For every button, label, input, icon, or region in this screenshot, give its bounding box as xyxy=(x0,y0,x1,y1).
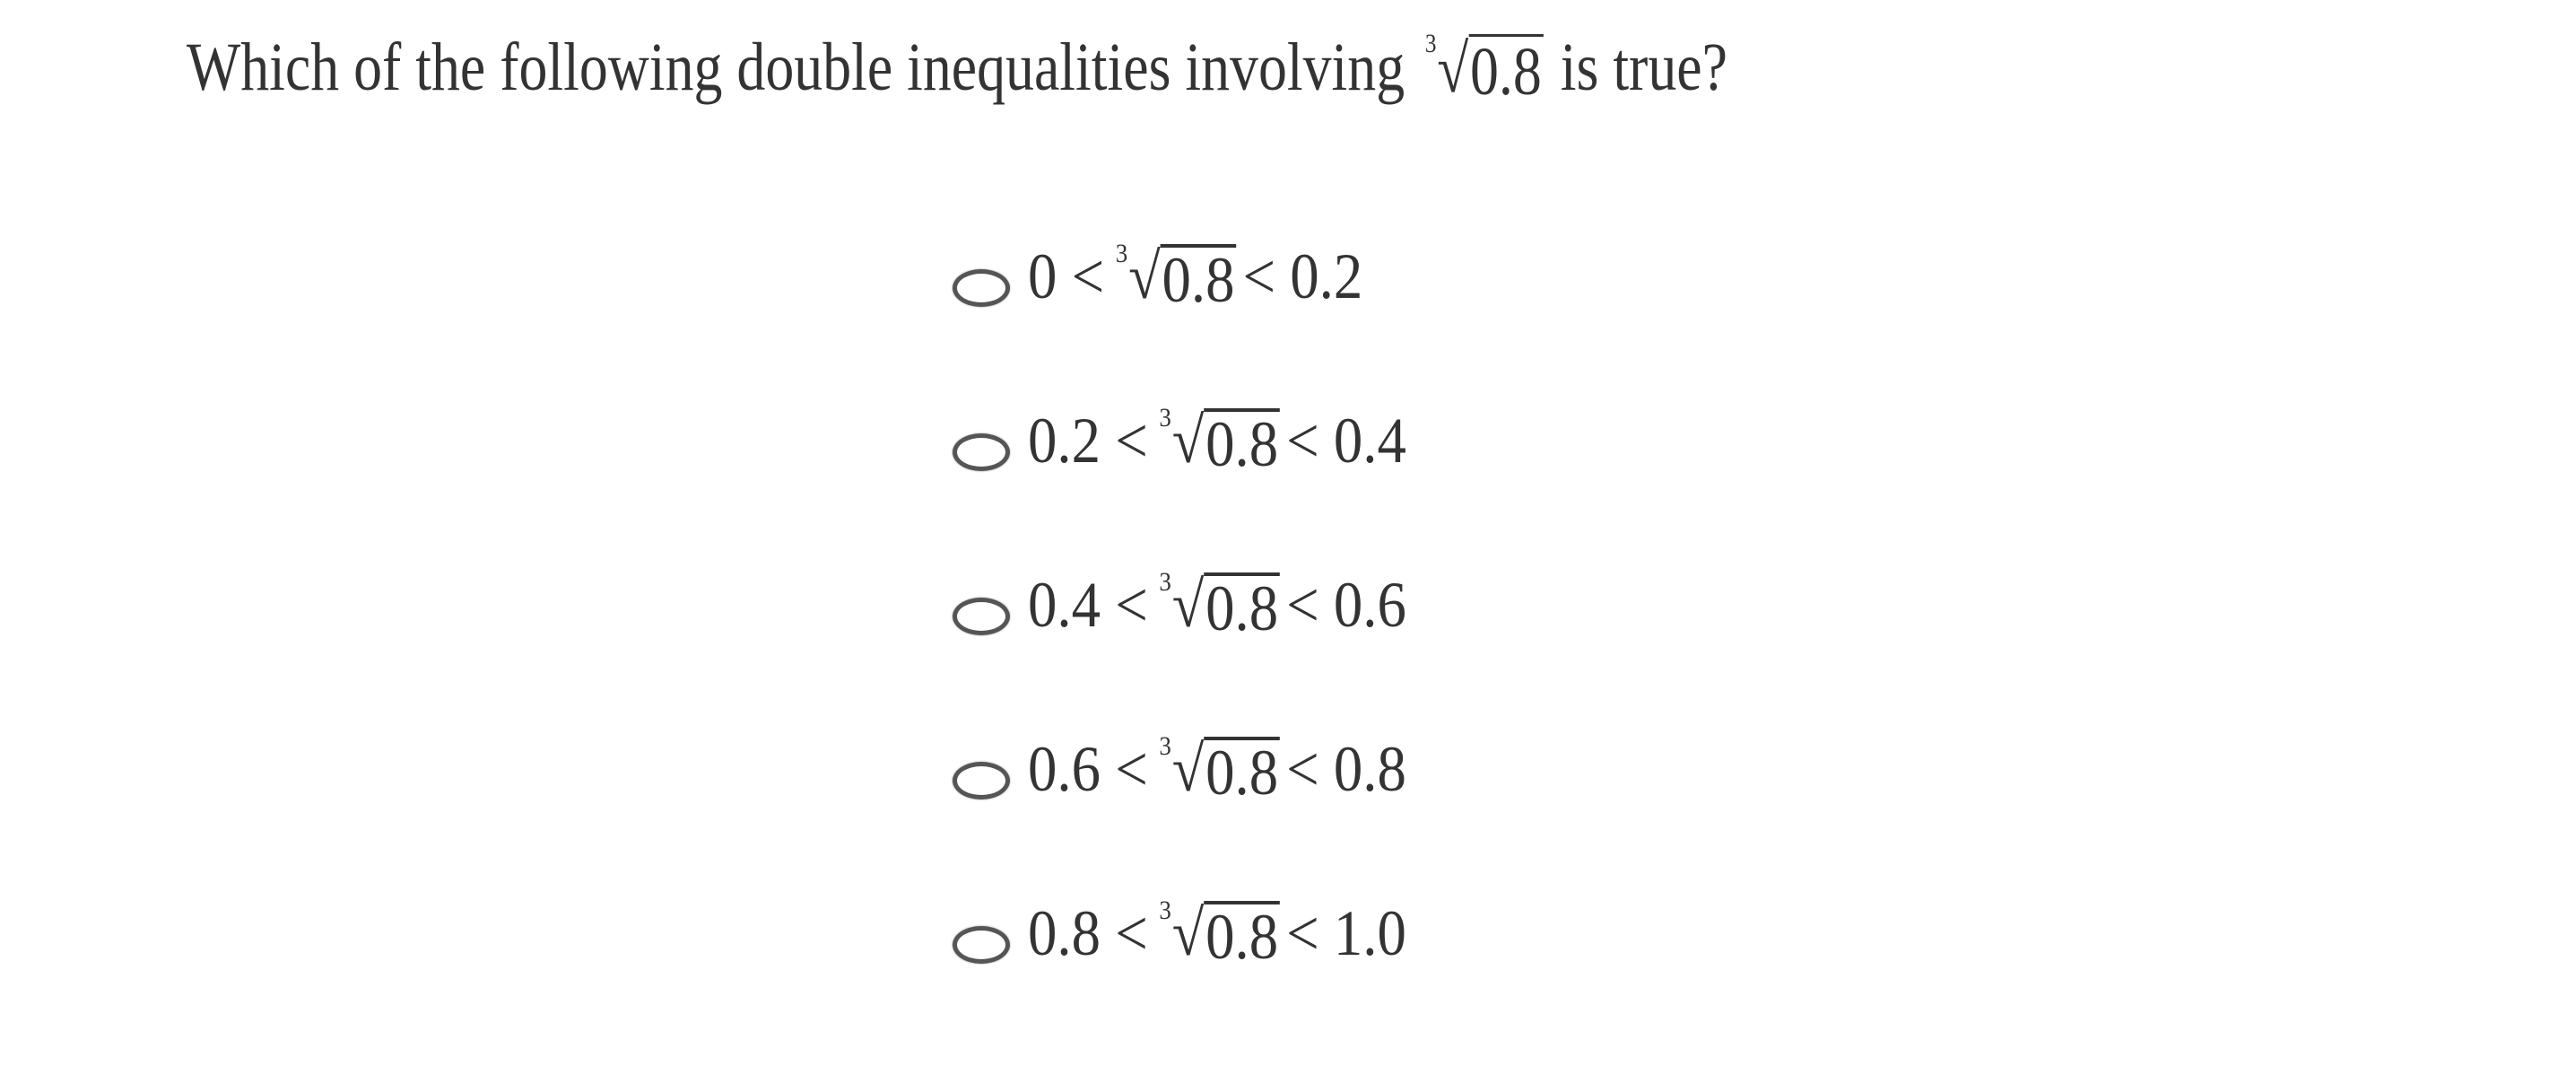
radio-button[interactable] xyxy=(953,598,1010,635)
root-index: 3 xyxy=(1159,403,1171,433)
option-right: < 0.4 xyxy=(1286,405,1406,476)
answer-option[interactable]: 0.8 <3 √ 0.8 < 1.0 xyxy=(953,897,1449,969)
answer-option[interactable]: 0.6 <3 √ 0.8 < 0.8 xyxy=(953,733,1449,805)
question-text: Which of the following double inequaliti… xyxy=(187,27,1727,108)
cube-root: 3 √ 0.8 xyxy=(1159,569,1280,641)
radical-sign: √ xyxy=(1171,405,1205,476)
question-suffix: is true? xyxy=(1560,30,1727,105)
radio-button[interactable] xyxy=(953,269,1010,307)
radical-sign: √ xyxy=(1128,240,1161,312)
radicand: 0.8 xyxy=(1160,244,1237,316)
root-index: 3 xyxy=(1159,731,1171,761)
radical-sign: √ xyxy=(1171,569,1205,641)
radicand: 0.8 xyxy=(1204,901,1280,973)
cube-root: 3 √ 0.8 xyxy=(1159,733,1280,805)
radicand: 0.8 xyxy=(1204,408,1280,480)
option-expression: 0.2 <3 √ 0.8 < 0.4 xyxy=(1028,405,1406,477)
option-expression: 0 <3 √ 0.8 < 0.2 xyxy=(1028,240,1363,313)
option-right: < 1.0 xyxy=(1286,897,1406,969)
option-left: 0.2 < xyxy=(1028,405,1148,476)
option-expression: 0.8 <3 √ 0.8 < 1.0 xyxy=(1028,897,1406,970)
option-expression: 0.4 <3 √ 0.8 < 0.6 xyxy=(1028,569,1406,642)
root-index: 3 xyxy=(1159,896,1171,925)
cube-root: 3 √ 0.8 xyxy=(1116,240,1237,312)
cube-root: 3 √ 0.8 xyxy=(1425,31,1544,108)
option-left: 0.6 < xyxy=(1028,733,1148,805)
option-left: 0.8 < xyxy=(1028,897,1148,969)
cube-root: 3 √ 0.8 xyxy=(1159,897,1280,969)
option-left: 0.4 < xyxy=(1028,569,1148,641)
question-prefix: Which of the following double inequaliti… xyxy=(187,30,1405,105)
answer-option[interactable]: 0.2 <3 √ 0.8 < 0.4 xyxy=(953,405,1449,476)
radical-sign: √ xyxy=(1437,31,1469,107)
radicand: 0.8 xyxy=(1204,572,1280,644)
root-index: 3 xyxy=(1424,29,1437,58)
radio-button[interactable] xyxy=(953,433,1010,471)
answer-option[interactable]: 0 <3 √ 0.8 < 0.2 xyxy=(953,240,1400,312)
answer-option[interactable]: 0.4 <3 √ 0.8 < 0.6 xyxy=(953,569,1449,641)
option-left: 0 < xyxy=(1028,240,1105,312)
option-right: < 0.6 xyxy=(1286,569,1406,641)
root-index: 3 xyxy=(1159,567,1171,597)
cube-root: 3 √ 0.8 xyxy=(1159,405,1280,476)
radicand: 0.8 xyxy=(1204,737,1280,808)
radio-button[interactable] xyxy=(953,762,1010,800)
radicand: 0.8 xyxy=(1468,34,1544,109)
option-right: < 0.8 xyxy=(1286,733,1406,805)
option-expression: 0.6 <3 √ 0.8 < 0.8 xyxy=(1028,733,1406,806)
root-index: 3 xyxy=(1115,239,1128,268)
option-right: < 0.2 xyxy=(1242,240,1363,312)
radical-sign: √ xyxy=(1171,733,1205,805)
radio-button[interactable] xyxy=(953,926,1010,964)
radical-sign: √ xyxy=(1171,897,1205,969)
